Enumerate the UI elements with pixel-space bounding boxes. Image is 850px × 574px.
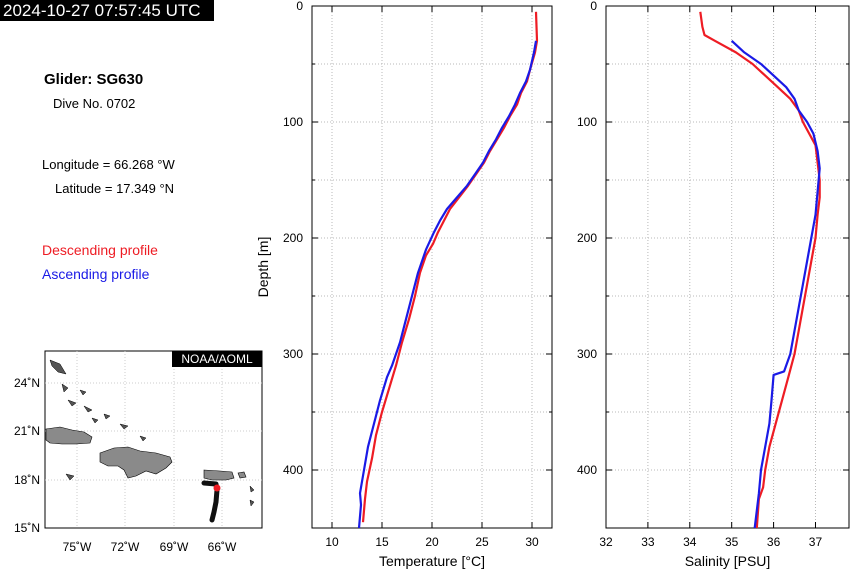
glider-track	[201, 480, 220, 523]
glider-title: Glider: SG630	[44, 71, 144, 88]
longitude-readout: Longitude = 66.268 °W	[42, 157, 175, 172]
map-lon-tick: 69˚W	[160, 540, 189, 554]
map-land	[45, 359, 255, 507]
y-axis-label: Depth [m]	[255, 237, 271, 298]
y-tick-label: 200	[283, 231, 303, 245]
hispaniola-land	[99, 446, 173, 479]
map-lat-tick: 21˚N	[14, 424, 40, 438]
location-map: NOAA/AOML 24˚N 21˚N 18˚N 15˚N 75˚W 72˚W …	[14, 350, 263, 554]
map-lon-tick: 75˚W	[63, 540, 92, 554]
legend-descending: Descending profile	[42, 242, 158, 258]
map-lon-tick: 72˚W	[111, 540, 140, 554]
puerto-rico-land	[203, 469, 235, 481]
y-tick-label: 300	[283, 347, 303, 361]
x-axis-label: Temperature [°C]	[379, 553, 485, 569]
glider-position-marker	[213, 484, 221, 492]
x-tick-label: 10	[325, 535, 339, 549]
legend-ascending: Ascending profile	[42, 266, 150, 282]
ascending-profile-line	[357, 40, 538, 529]
small-islands-land	[49, 359, 255, 507]
latitude-readout: Latitude = 17.349 °N	[55, 181, 175, 196]
x-tick-label: 30	[525, 535, 539, 549]
x-tick-label: 15	[375, 535, 389, 549]
map-lon-tick: 66˚W	[208, 540, 237, 554]
jamaica-cuba-land	[45, 426, 93, 445]
dive-number: Dive No. 0702	[53, 96, 136, 111]
map-lat-tick: 18˚N	[14, 473, 40, 487]
y-tick-label: 400	[283, 463, 303, 477]
x-tick-label: 20	[425, 535, 439, 549]
map-credit: NOAA/AOML	[181, 352, 253, 366]
map-lat-tick: 15˚N	[14, 521, 40, 535]
map-lat-tick: 24˚N	[14, 376, 40, 390]
timestamp: 2024-10-27 07:57:45 UTC	[0, 0, 214, 21]
x-tick-label: 25	[475, 535, 489, 549]
y-tick-label: 100	[283, 115, 303, 129]
y-tick-label: 0	[296, 0, 303, 13]
descending-profile-line	[361, 11, 539, 523]
virgin-islands-land	[237, 471, 247, 479]
map-credit-box	[172, 351, 262, 367]
